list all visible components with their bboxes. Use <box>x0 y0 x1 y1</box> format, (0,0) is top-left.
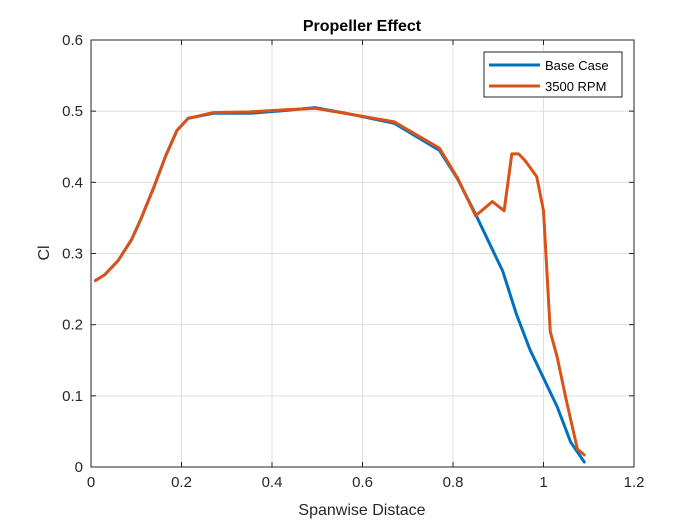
x-tick-label: 1 <box>539 474 547 491</box>
legend-label-base-case: Base Case <box>545 58 609 73</box>
y-axis-label: Cl <box>36 245 53 260</box>
series-line-3500-rpm <box>94 106 586 457</box>
x-tick-label: 0.2 <box>171 474 192 491</box>
legend-label-3500-rpm: 3500 RPM <box>545 79 606 94</box>
x-tick-label: 0.4 <box>262 474 283 491</box>
y-tick-label: 0.4 <box>62 174 83 191</box>
x-tick-label: 0.6 <box>352 474 373 491</box>
y-tick-label: 0.5 <box>62 103 83 120</box>
y-tick-label: 0.2 <box>62 317 83 334</box>
legend-box <box>483 51 623 98</box>
x-tick-label: 1.2 <box>624 474 645 491</box>
x-axis-label: Spanwise Distace <box>298 502 425 519</box>
y-tick-label: 0.1 <box>62 388 83 405</box>
chart-title: Propeller Effect <box>303 18 422 35</box>
y-tick-label: 0.3 <box>62 246 83 263</box>
y-tick-label: 0.6 <box>62 32 83 49</box>
legend: Base Case 3500 RPM <box>483 51 623 98</box>
x-tick-label: 0.8 <box>443 474 464 491</box>
y-tick-label: 0 <box>75 459 83 476</box>
ticks: 0 0.2 0.4 0.6 0.8 1 1.2 0 0.1 0.2 0.3 0.4 0.5 0.6 <box>62 32 644 491</box>
series-layer <box>94 106 586 464</box>
x-tick-label: 0 <box>87 474 95 491</box>
